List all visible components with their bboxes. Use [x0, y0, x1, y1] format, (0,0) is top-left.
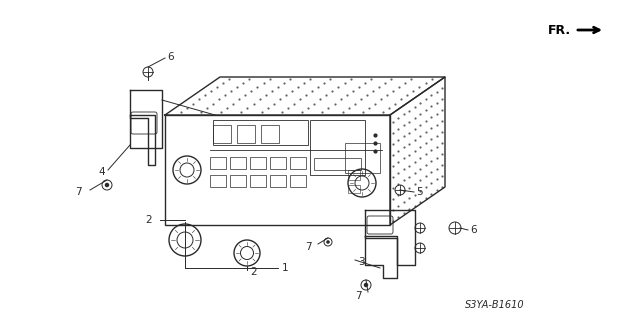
- Bar: [314, 158, 361, 170]
- Text: 6: 6: [470, 225, 477, 235]
- Bar: [210, 175, 226, 187]
- Bar: [213, 120, 308, 145]
- Text: S3YA-B1610: S3YA-B1610: [465, 300, 525, 310]
- Bar: [270, 157, 286, 169]
- Text: 4: 4: [99, 167, 105, 177]
- Bar: [348, 185, 360, 193]
- Text: 5: 5: [416, 187, 422, 197]
- Bar: [230, 175, 246, 187]
- Bar: [210, 157, 226, 169]
- Circle shape: [326, 240, 330, 244]
- Bar: [237, 125, 255, 143]
- Text: 7: 7: [305, 242, 312, 252]
- Bar: [345, 143, 380, 173]
- Text: 3: 3: [358, 257, 365, 267]
- Bar: [348, 170, 360, 180]
- Text: 1: 1: [282, 263, 289, 273]
- Bar: [165, 115, 390, 225]
- Text: 7: 7: [76, 187, 82, 197]
- Bar: [250, 175, 266, 187]
- Text: 7: 7: [355, 291, 362, 301]
- Bar: [213, 125, 231, 143]
- Circle shape: [364, 283, 368, 287]
- Bar: [310, 120, 365, 175]
- Text: 2: 2: [250, 267, 257, 277]
- Text: 6: 6: [167, 52, 173, 62]
- Bar: [230, 157, 246, 169]
- Text: FR.: FR.: [548, 24, 571, 36]
- Bar: [290, 175, 306, 187]
- Circle shape: [105, 183, 109, 187]
- Text: 2: 2: [145, 215, 152, 225]
- Bar: [290, 157, 306, 169]
- Bar: [250, 157, 266, 169]
- Bar: [261, 125, 279, 143]
- Bar: [270, 175, 286, 187]
